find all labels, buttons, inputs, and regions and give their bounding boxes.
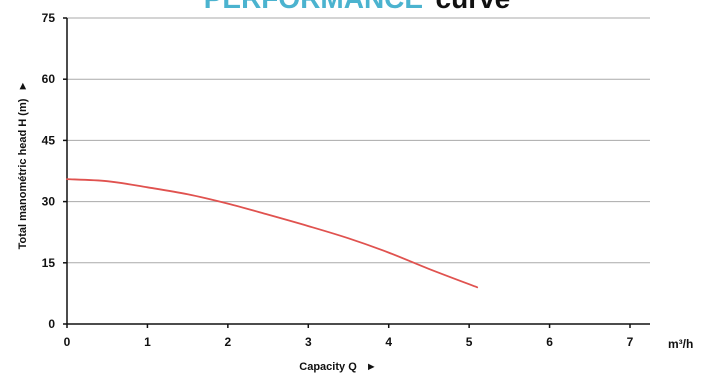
x-tick-label-3: 3 [305,335,312,349]
y-axis-label-text: Total manométric head H (m) [17,98,29,249]
chart-title: PERFORMANCE curve [204,0,511,14]
x-tick-label-2: 2 [225,335,232,349]
x-tick-label-1: 1 [144,335,151,349]
x-axis-unit: m³/h [668,337,693,351]
x-axis-label: Capacity Q ► [299,361,376,373]
y-tick-label-0: 0 [48,317,55,331]
chart-title-accent: PERFORMANCE [204,0,423,14]
x-tick-label-7: 7 [627,335,634,349]
y-tick-label-45: 45 [42,133,56,147]
x-tick-label-6: 6 [546,335,553,349]
x-axis-arrow-icon: ► [366,361,377,373]
performance-curve-layer [66,178,479,289]
y-axis-arrow-icon: ► [17,81,29,92]
grid-lines [67,17,650,264]
x-axis-label-text: Capacity Q [299,361,357,373]
x-tick-label-5: 5 [466,335,473,349]
performance-curve-0 [66,178,479,289]
x-tick-label-0: 0 [64,335,71,349]
y-tick-label-75: 75 [42,11,56,25]
axes [63,17,650,328]
y-axis-label: Total manométric head H (m) ► [17,81,29,250]
y-tick-label-15: 15 [42,256,56,270]
y-tick-label-30: 30 [42,195,56,209]
x-tick-label-4: 4 [385,335,392,349]
chart-title-rest: curve [436,0,511,14]
y-tick-label-60: 60 [42,72,56,86]
